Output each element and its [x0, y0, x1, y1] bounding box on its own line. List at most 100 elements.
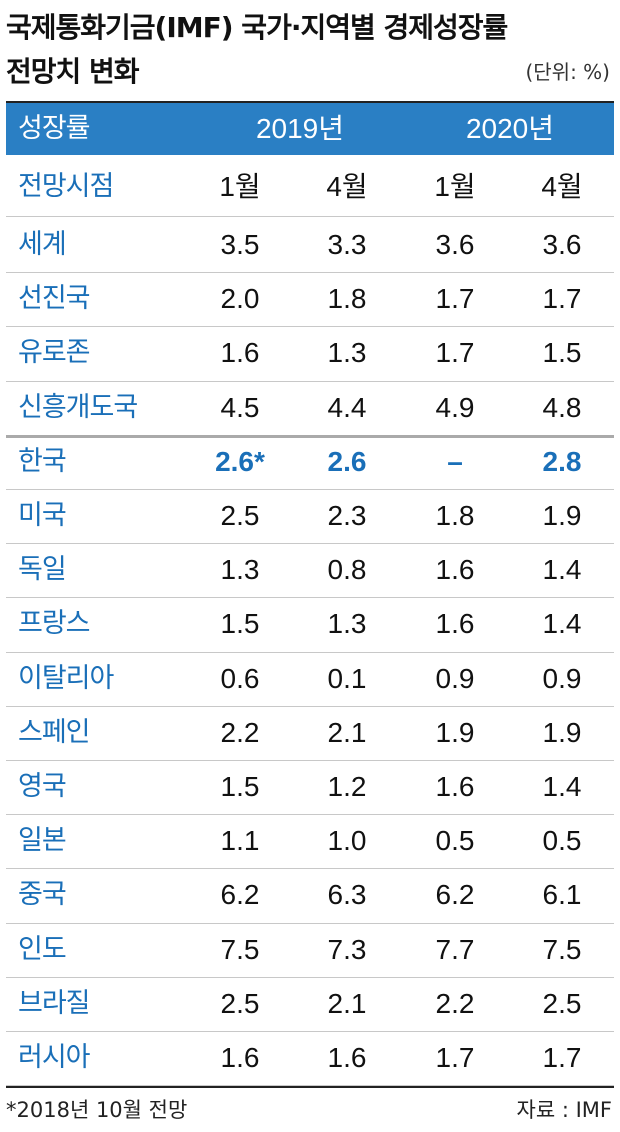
cell-value: 3.6	[435, 229, 475, 260]
cell-value: 4.8	[542, 391, 582, 423]
cell-value: 2.5	[220, 500, 260, 531]
cell-value: 1.7	[435, 337, 475, 369]
cell-value: 7.5	[220, 933, 260, 965]
cell-value: 0.9	[435, 662, 475, 694]
cell-value: 1.1	[220, 825, 260, 857]
cell-value: 3.5	[220, 229, 260, 260]
header-cell: 2020년	[465, 113, 555, 144]
sub-header-cell: 1월	[219, 171, 261, 202]
row-label: 일본	[18, 825, 67, 857]
row-label: 선진국	[18, 283, 91, 315]
cell-value: 1.4	[542, 554, 582, 586]
cell-value: 0.9	[542, 662, 582, 694]
cell-value: 1.7	[542, 283, 582, 315]
row-line	[6, 814, 614, 816]
footnote: *2018년 10월 전망	[6, 1098, 188, 1122]
cell-value: 0.5	[542, 825, 582, 857]
row-line	[6, 434, 614, 438]
cell-value: 1.8	[327, 283, 367, 315]
cell-value: 1.7	[435, 283, 475, 315]
cell-value: 1.9	[542, 716, 582, 748]
cell-value: 2.3	[327, 500, 367, 531]
row-label: 미국	[18, 500, 67, 531]
cell-value: 1.5	[542, 337, 582, 369]
cell-value: 2.8	[542, 445, 582, 477]
row-line	[6, 1031, 614, 1032]
cell-value: 0.8	[327, 554, 367, 586]
cell-value: 0.6	[220, 662, 260, 694]
cell-value: 1.9	[542, 500, 582, 531]
row-line	[6, 922, 614, 924]
title: 전망치 변화	[6, 55, 140, 88]
header-bar	[6, 103, 614, 155]
row-label: 한국	[18, 445, 67, 477]
cell-value: 1.0	[327, 825, 367, 857]
header-cell: 성장률	[18, 113, 91, 144]
source: 자료 : IMF	[516, 1098, 612, 1122]
cell-value: 2.5	[542, 987, 582, 1019]
cell-value: 0.5	[435, 825, 475, 857]
row-line	[6, 760, 614, 761]
cell-value: 3.6	[542, 229, 582, 260]
sub-header-cell: 1월	[434, 171, 476, 202]
row-label: 유로존	[18, 337, 91, 369]
row-label: 인도	[18, 933, 67, 965]
cell-value: 7.7	[435, 933, 475, 965]
rule	[6, 101, 614, 103]
cell-value: 4.9	[435, 391, 475, 423]
row-line	[6, 326, 614, 328]
sub-header-cell: 4월	[326, 171, 368, 202]
row-label: 브라질	[18, 987, 91, 1019]
cell-value: 1.6	[435, 771, 475, 802]
cell-value: 4.5	[220, 391, 260, 423]
row-line	[6, 216, 614, 217]
cell-value: 1.4	[542, 771, 582, 802]
cell-value: 1.3	[327, 608, 367, 640]
cell-value: 1.6	[435, 608, 475, 640]
row-line	[6, 705, 614, 707]
row-line	[6, 272, 614, 274]
cell-value: 1.7	[435, 1042, 475, 1073]
cell-value: 1.3	[220, 554, 260, 586]
cell-value: 1.7	[542, 1042, 582, 1073]
cell-value: 6.2	[435, 879, 475, 911]
cell-value: 2.2	[435, 987, 475, 1019]
cell-value: 1.4	[542, 608, 582, 640]
row-line	[6, 976, 614, 978]
cell-value: 1.6	[435, 554, 475, 586]
row-line	[6, 1085, 614, 1087]
cell-value: 2.5	[220, 987, 260, 1019]
cell-value: 4.4	[327, 391, 367, 423]
row-line	[6, 380, 614, 382]
title: 국제통화기금(IMF) 국가·지역별 경제성장률	[6, 11, 508, 44]
cell-value: 2.0	[220, 283, 260, 315]
row-label: 중국	[18, 879, 67, 911]
cell-value: 7.5	[542, 933, 582, 965]
cell-value: 2.1	[327, 716, 367, 748]
cell-value: 2.2	[220, 716, 260, 748]
row-line	[6, 597, 614, 599]
sub-header-cell: 4월	[541, 171, 583, 202]
row-line	[6, 489, 614, 490]
row-label: 독일	[18, 554, 67, 586]
row-label: 신흥개도국	[18, 391, 138, 423]
row-line	[6, 868, 614, 870]
row-label: 이탈리아	[18, 662, 114, 694]
cell-value: 7.3	[327, 933, 367, 965]
cell-value: 1.5	[220, 771, 260, 802]
cell-value: 6.2	[220, 879, 260, 911]
sub-header-cell: 전망시점	[18, 171, 114, 202]
cell-value: 1.9	[435, 716, 475, 748]
unit: (단위: %)	[525, 60, 610, 84]
row-label: 스페인	[18, 716, 91, 748]
cell-value: 1.6	[327, 1042, 367, 1073]
cell-value: 2.6*	[215, 445, 265, 477]
cell-value: 2.6	[327, 445, 367, 477]
row-line	[6, 651, 614, 653]
cell-value: 3.3	[327, 229, 367, 260]
row-line	[6, 543, 614, 545]
cell-value: 0.1	[327, 662, 367, 694]
cell-value: 2.1	[327, 987, 367, 1019]
cell-value: 1.2	[327, 771, 367, 802]
